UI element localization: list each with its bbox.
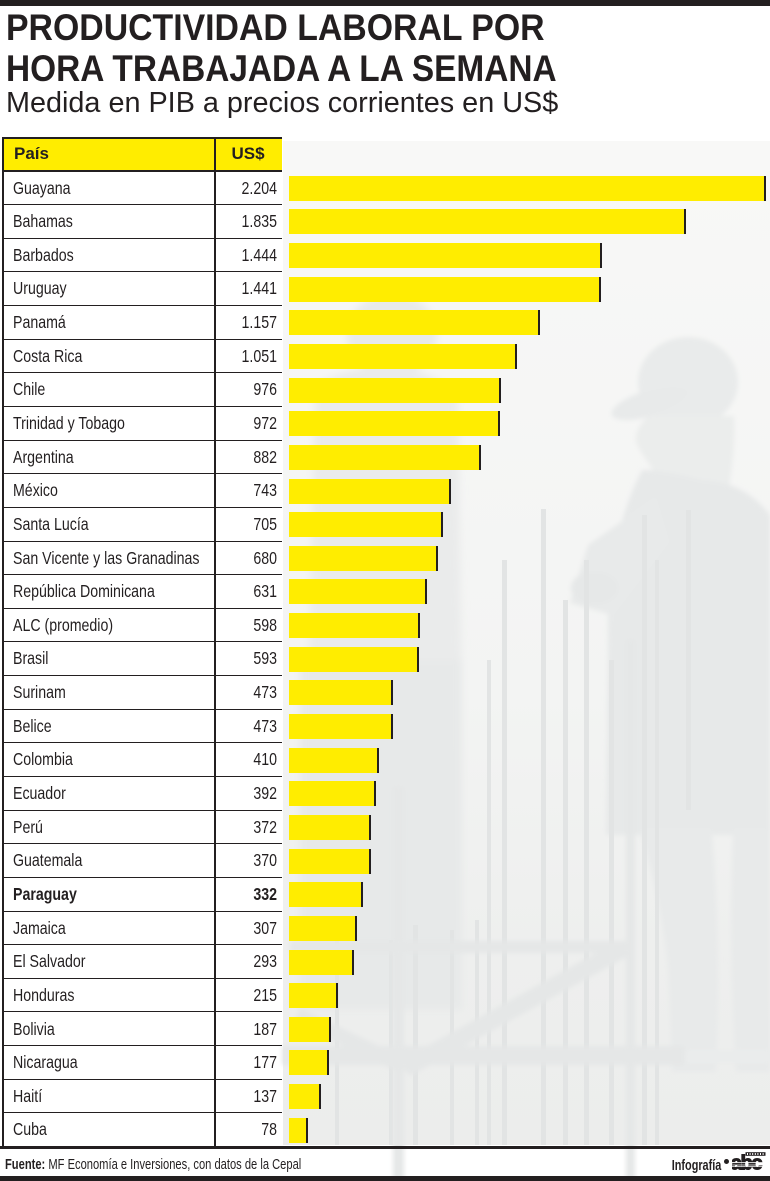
svg-text:abc: abc (732, 1152, 762, 1171)
